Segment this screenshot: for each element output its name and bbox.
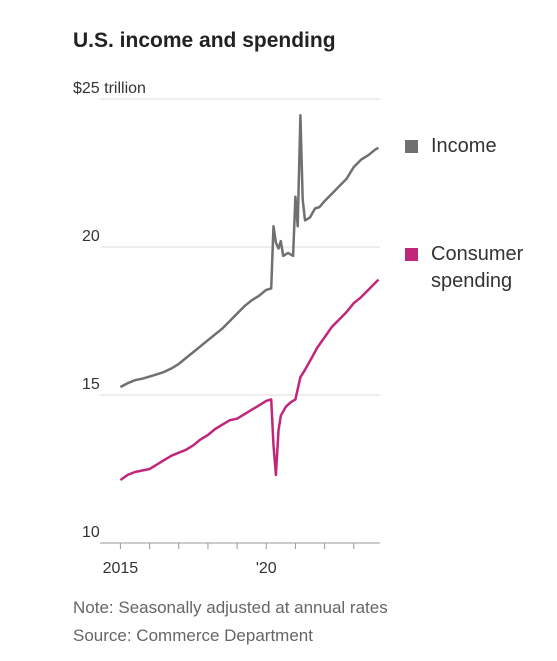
legend-label: Income	[431, 135, 497, 157]
legend-swatch	[405, 248, 418, 261]
y-tick-label: 10	[82, 524, 100, 541]
series-line	[119, 278, 380, 482]
legend-item: Consumer spending	[405, 241, 555, 295]
series-line	[119, 114, 380, 389]
y-tick-label: $25 trillion	[73, 80, 146, 97]
x-tick-label: 2015	[103, 560, 139, 577]
note: Note: Seasonally adjusted at annual rate…	[73, 598, 388, 617]
legend-label: Consumer spending	[431, 243, 524, 292]
x-tick-label: '20	[256, 560, 277, 577]
chart-title: U.S. income and spending	[73, 29, 336, 52]
y-tick-label: 15	[82, 376, 100, 393]
legend-item: Income	[405, 133, 555, 160]
source: Source: Commerce Department	[73, 626, 313, 645]
legend-swatch	[405, 140, 418, 153]
y-tick-label: 20	[82, 228, 100, 245]
